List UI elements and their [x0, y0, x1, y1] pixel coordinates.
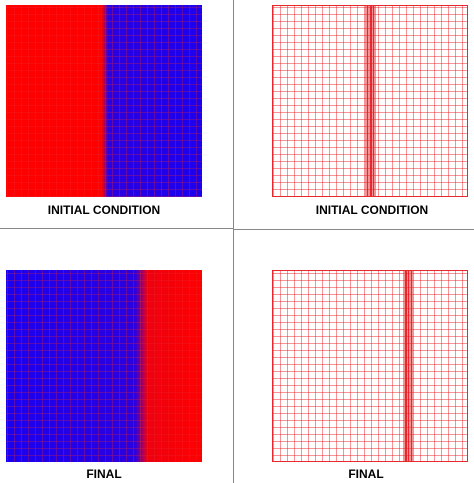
panel-label: FINAL	[86, 467, 121, 481]
panel-label: FINAL	[348, 467, 383, 481]
mesh-plot	[272, 270, 468, 462]
field-plot	[6, 270, 202, 462]
mesh-plot	[272, 5, 468, 197]
field-plot	[6, 5, 202, 197]
panel-label: INITIAL CONDITION	[48, 203, 160, 217]
panel-label: INITIAL CONDITION	[316, 203, 428, 217]
